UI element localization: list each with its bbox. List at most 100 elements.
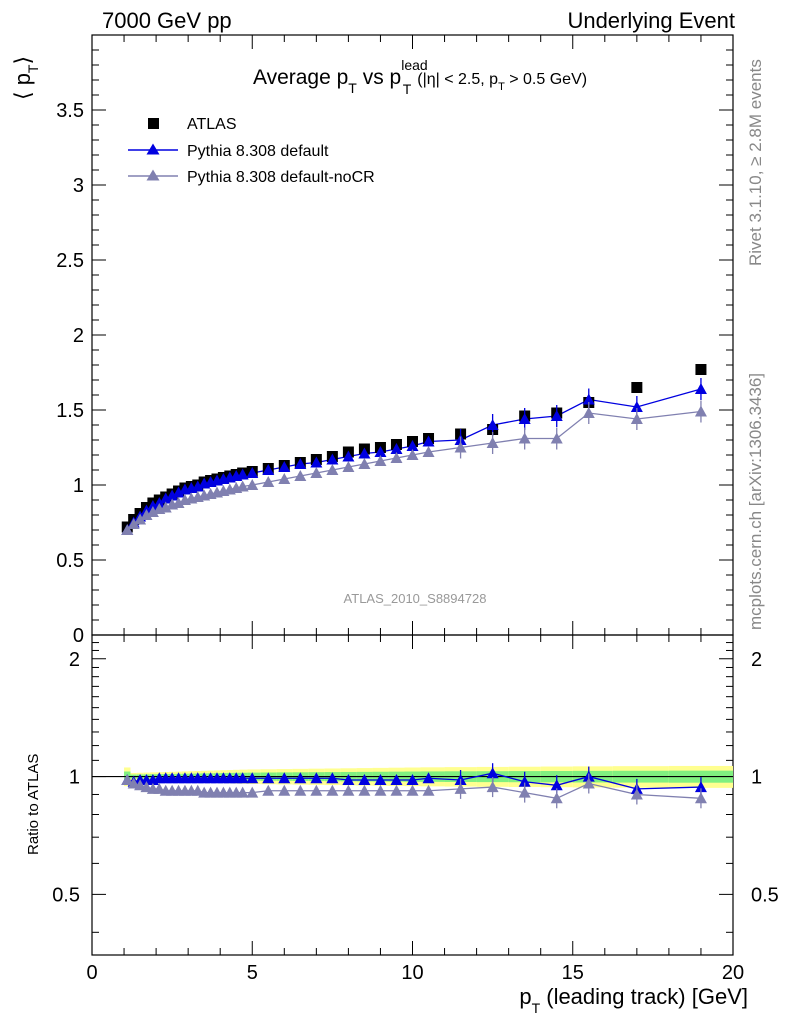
ratio-mc-point: [422, 772, 435, 784]
ratio-ylabel: Ratio to ATLAS: [25, 754, 42, 855]
ratio-mc-point: [358, 784, 371, 796]
ratio-mc-point: [358, 773, 371, 785]
main-mc-point: [310, 456, 323, 468]
main-mc-point: [694, 383, 707, 394]
main-series: [121, 364, 707, 535]
main-mc-point: [374, 455, 387, 466]
main-mc-point: [550, 432, 563, 444]
ratio-mc-point: [310, 784, 323, 796]
ratio-mc-point: [374, 784, 387, 796]
main-mc-point: [172, 486, 185, 498]
main-mc-point: [406, 440, 419, 451]
ratio-mc-point: [342, 773, 355, 785]
ratio-mc-point: [550, 779, 563, 791]
header-right: Underlying Event: [567, 8, 735, 33]
main-ylabel: ⟨ pT⟩: [10, 56, 41, 100]
ratio-mc-point: [326, 784, 339, 796]
xtick-label: 20: [722, 962, 744, 984]
ratio-mc-point: [486, 767, 499, 779]
ratio-mc-point: [518, 786, 531, 798]
main-mc-point: [342, 461, 355, 472]
legend-label-nocr: Pythia 8.308 default-noCR: [187, 169, 375, 186]
ratio-ytick-label-right: 0.5: [751, 884, 779, 906]
ratio-mc-point: [374, 773, 387, 785]
atlas-point: [695, 364, 707, 375]
main-mc-point: [236, 468, 249, 480]
ratio-mc-point: [236, 772, 249, 784]
main-mc-point: [262, 464, 275, 475]
main-mc-point: [191, 480, 204, 492]
xtick-label: 10: [401, 962, 423, 984]
ratio-mc-point: [121, 773, 134, 785]
main-mc-point: [146, 500, 159, 511]
main-mc-point: [246, 467, 259, 478]
main-mc-point: [550, 410, 563, 421]
main-mc-point: [310, 467, 323, 478]
ratio-mc-point: [310, 772, 323, 784]
ratio-mc-point: [342, 784, 355, 796]
ratio-mc-point: [550, 792, 563, 804]
main-mc-point: [630, 413, 643, 424]
legend: ATLAS Pythia 8.308 default Pythia 8.308 …: [128, 116, 375, 186]
ratio-mc-point: [236, 786, 249, 798]
main-mc-point: [140, 509, 153, 520]
ratio-mc-point: [486, 781, 499, 793]
ratio-mc-point: [390, 773, 403, 785]
main-mc-point: [358, 458, 371, 469]
main-ytick-label: 0.5: [56, 550, 84, 572]
legend-marker-default: [146, 143, 160, 155]
legend-label-atlas: ATLAS: [187, 116, 237, 133]
main-mc-point: [246, 479, 259, 490]
ratio-mc-point: [246, 786, 259, 798]
main-mc-point: [326, 453, 339, 465]
main-ytick-label: 3.5: [56, 100, 84, 122]
ratio-mc-point: [406, 784, 419, 796]
ratio-ytick-label-right: 1: [751, 767, 762, 789]
main-mc-point: [278, 473, 291, 484]
ratio-ytick-label: 0.5: [52, 884, 80, 906]
ratio-mc-point: [390, 784, 403, 796]
main-ytick-label: 1: [73, 475, 84, 497]
ratio-mc-point: [262, 784, 275, 796]
main-mc-point: [236, 480, 249, 492]
xlabel: pT (leading track) [GeV]: [519, 984, 748, 1016]
ratio-ytick-label: 2: [69, 649, 80, 671]
main-mc-point: [630, 401, 643, 412]
main-mc-point: [159, 501, 172, 513]
main-mc-point: [454, 441, 467, 453]
main-mc-point: [358, 447, 371, 459]
ratio-ytick-label: 1: [69, 767, 80, 789]
legend-marker-atlas: [148, 118, 159, 129]
ratio-series: [121, 763, 707, 809]
main-mc-point: [127, 518, 140, 529]
atlas-point: [631, 382, 643, 393]
main-mc-point: [374, 446, 387, 457]
ratio-mc-point: [294, 772, 307, 784]
main-mc-point: [262, 476, 275, 487]
ratio-mc-point: [278, 784, 291, 796]
ratio-mc-point: [294, 784, 307, 796]
header-left: 7000 GeV pp: [102, 8, 232, 33]
main-mc-point: [486, 437, 499, 448]
main-ytick-label: 2: [73, 325, 84, 347]
ratio-mc-point: [454, 782, 467, 794]
main-mc-point: [294, 458, 307, 469]
main-mc-point: [134, 513, 147, 525]
main-mc-point: [518, 432, 531, 444]
chart-title: Average pT vs plead T(|η| < 2.5, pT > 0.5…: [253, 57, 587, 97]
main-mc-point: [486, 419, 499, 430]
main-mc-point: [121, 524, 134, 535]
ratio-mc-point: [694, 781, 707, 793]
main-ytick-label: 3: [73, 175, 84, 197]
main-mc-point: [153, 497, 166, 508]
main-mc-point: [390, 443, 403, 454]
main-mc-point: [518, 413, 531, 424]
legend-label-default: Pythia 8.308 default: [187, 143, 329, 160]
main-mc-point: [390, 452, 403, 463]
main-mc-point: [294, 470, 307, 481]
rivet-side-label: Rivet 3.1.10, ≥ 2.8M events: [746, 59, 765, 266]
ratio-mc-point: [278, 772, 291, 784]
ratio-mc-point: [518, 775, 531, 787]
ratio-mc-point: [406, 773, 419, 785]
main-mc-point: [278, 461, 291, 472]
